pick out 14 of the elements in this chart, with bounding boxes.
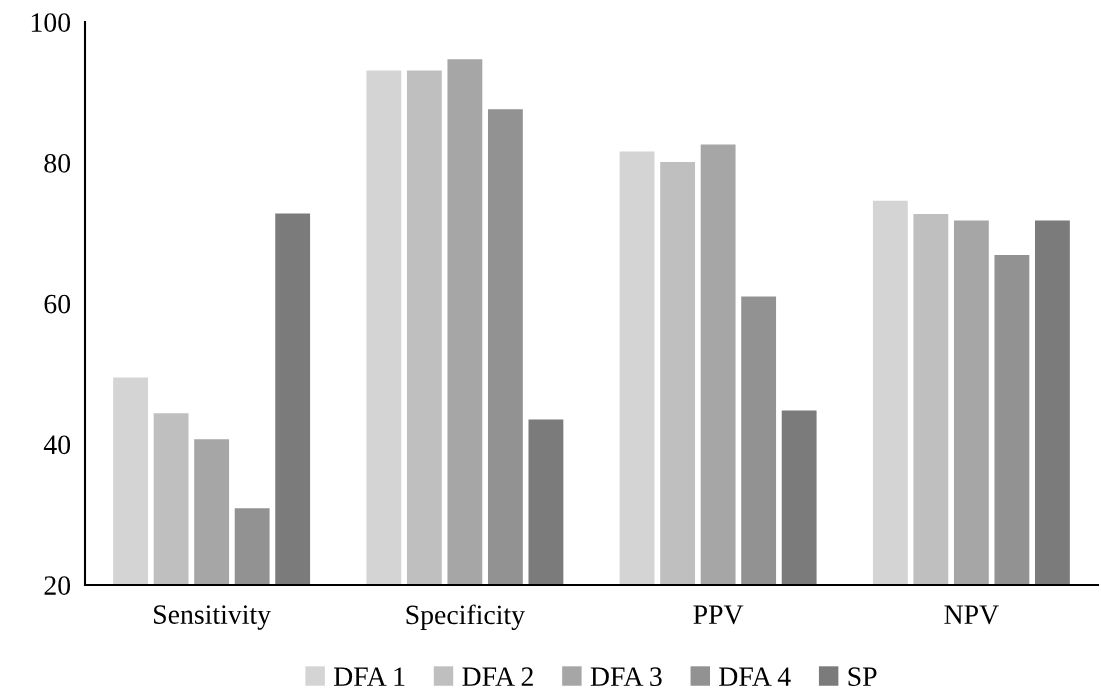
x-tick-label: NPV [944,605,999,625]
y-tick-label: 20 [44,576,71,595]
y-tick-label: 80 [44,153,71,173]
legend-label: DFA 4 [719,667,791,686]
legend-label: SP [848,667,877,687]
legend-label: DFA 1 [333,667,405,686]
y-tick-label: 40 [43,435,71,455]
y-tick-label: 60 [44,294,71,314]
x-tick-label: Specificity [406,604,525,630]
legend-label: DFA 2 [462,667,533,686]
x-tick-label: Sensitivity [154,605,271,630]
y-tick-label: 100 [31,13,71,32]
legend-label: DFA 3 [590,667,662,687]
x-tick-label: PPV [693,605,744,625]
